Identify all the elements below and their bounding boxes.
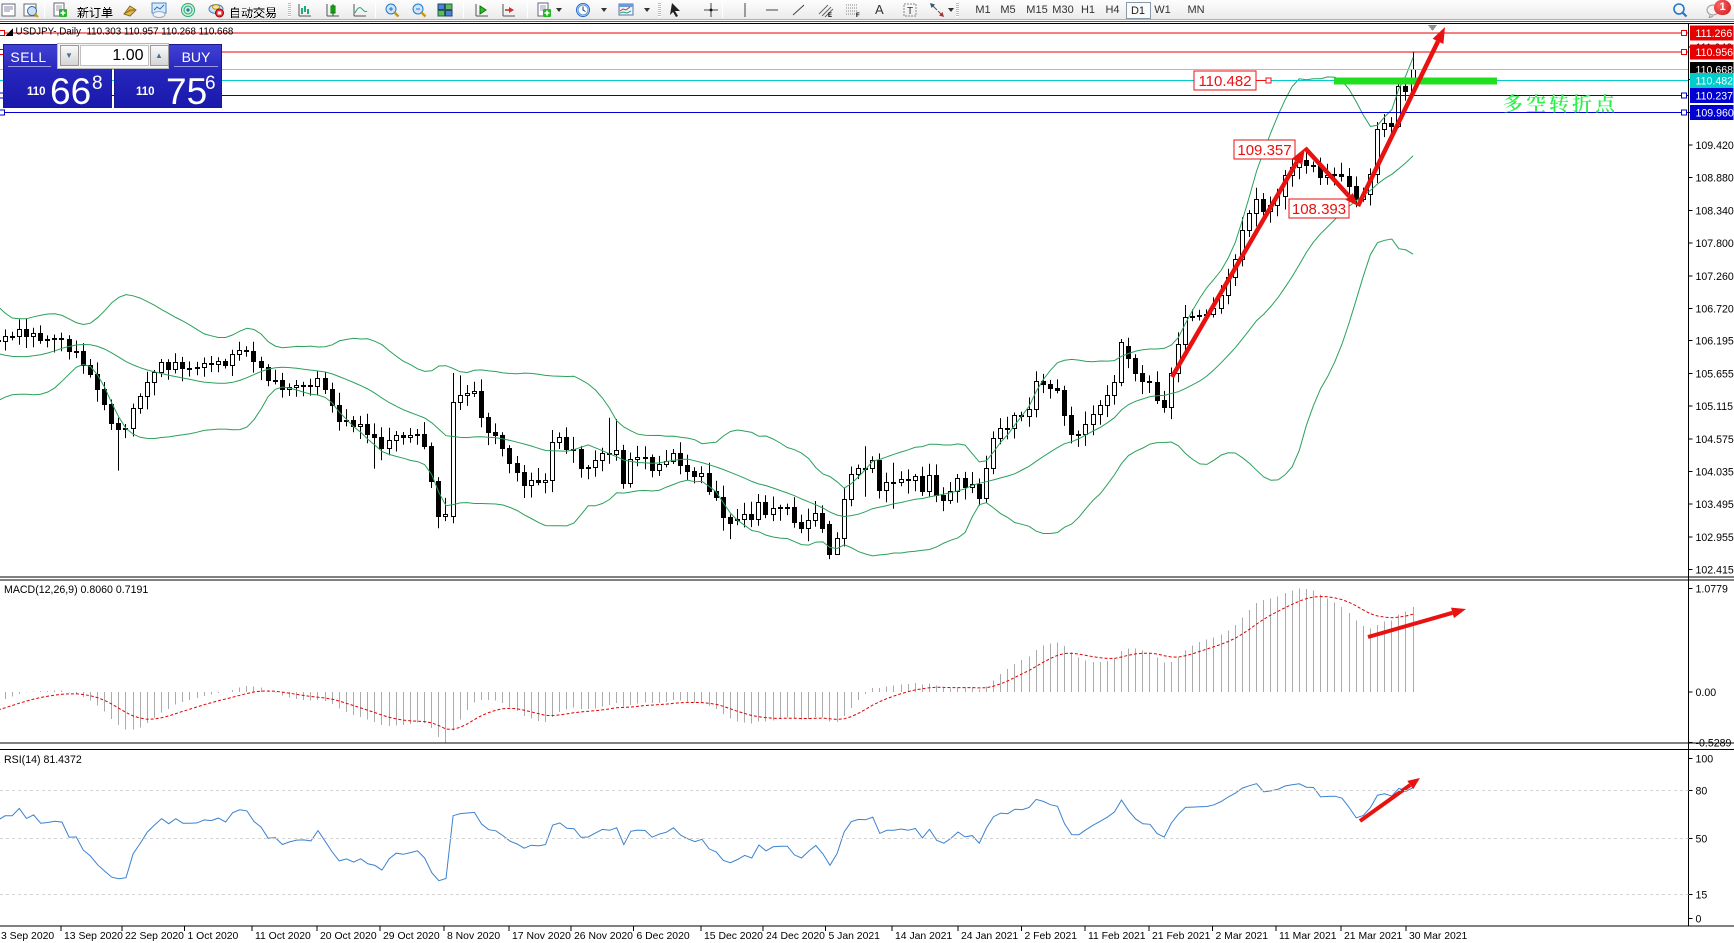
svg-text:MACD(12,26,9) 0.8060 0.7191: MACD(12,26,9) 0.8060 0.7191 [4, 584, 148, 596]
svg-text:11 Oct 2020: 11 Oct 2020 [255, 931, 311, 942]
svg-text:14 Jan 2021: 14 Jan 2021 [895, 931, 952, 942]
svg-text:50: 50 [1696, 834, 1708, 846]
svg-text:2 Mar 2021: 2 Mar 2021 [1216, 931, 1269, 942]
svg-text:106.720: 106.720 [1696, 304, 1734, 316]
svg-text:26 Nov 2020: 26 Nov 2020 [574, 931, 633, 942]
svg-text:110.482: 110.482 [1198, 73, 1251, 90]
svg-text:17 Nov 2020: 17 Nov 2020 [512, 931, 571, 942]
svg-text:20 Oct 2020: 20 Oct 2020 [320, 931, 377, 942]
svg-text:2 Feb 2021: 2 Feb 2021 [1025, 931, 1078, 942]
svg-text:RSI(14) 81.4372: RSI(14) 81.4372 [4, 754, 82, 766]
svg-text:111.266: 111.266 [1696, 28, 1733, 40]
svg-text:E: E [828, 13, 832, 18]
svg-text:109.420: 109.420 [1696, 140, 1734, 152]
svg-text:107.800: 107.800 [1696, 238, 1734, 250]
svg-text:107.260: 107.260 [1696, 271, 1734, 283]
svg-text:-0.5289: -0.5289 [1696, 738, 1732, 750]
svg-text:1 Oct 2020: 1 Oct 2020 [188, 931, 239, 942]
svg-text:29 Oct 2020: 29 Oct 2020 [383, 931, 440, 942]
svg-text:110.237: 110.237 [1696, 91, 1734, 103]
svg-text:108.340: 108.340 [1696, 206, 1734, 218]
svg-text:5 Jan 2021: 5 Jan 2021 [829, 931, 881, 942]
svg-text:104.035: 104.035 [1696, 467, 1734, 479]
svg-text:F: F [856, 13, 860, 18]
svg-text:22 Sep 2020: 22 Sep 2020 [125, 931, 184, 942]
svg-text:1.0779: 1.0779 [1696, 584, 1729, 596]
svg-text:15: 15 [1696, 890, 1708, 902]
svg-text:110.956: 110.956 [1696, 47, 1734, 59]
svg-text:15 Dec 2020: 15 Dec 2020 [704, 931, 763, 942]
svg-text:11 Mar 2021: 11 Mar 2021 [1279, 931, 1337, 942]
svg-text:11 Feb 2021: 11 Feb 2021 [1088, 931, 1146, 942]
svg-text:0: 0 [1696, 914, 1702, 926]
svg-text:108.393: 108.393 [1292, 201, 1346, 218]
svg-text:108.880: 108.880 [1696, 173, 1734, 185]
svg-text:24 Jan 2021: 24 Jan 2021 [961, 931, 1018, 942]
svg-text:6 Dec 2020: 6 Dec 2020 [637, 931, 690, 942]
svg-text:104.575: 104.575 [1696, 434, 1734, 446]
svg-text:0.00: 0.00 [1696, 687, 1717, 699]
svg-text:13 Sep 2020: 13 Sep 2020 [64, 931, 123, 942]
svg-text:102.955: 102.955 [1696, 532, 1734, 544]
svg-text:3 Sep 2020: 3 Sep 2020 [1, 931, 54, 942]
svg-text:110.482: 110.482 [1696, 76, 1734, 88]
svg-text:105.115: 105.115 [1696, 401, 1734, 413]
svg-text:USDJPY-,Daily 110.303 110.957: USDJPY-,Daily 110.303 110.957 110.268 11… [16, 27, 234, 38]
svg-text:109.357: 109.357 [1237, 142, 1291, 159]
svg-text:24 Dec 2020: 24 Dec 2020 [766, 931, 825, 942]
svg-text:109.960: 109.960 [1696, 107, 1734, 119]
svg-text:80: 80 [1696, 785, 1708, 797]
svg-text:105.655: 105.655 [1696, 368, 1734, 380]
svg-text:30 Mar 2021: 30 Mar 2021 [1409, 931, 1468, 942]
svg-text:100: 100 [1696, 753, 1714, 765]
svg-text:8 Nov 2020: 8 Nov 2020 [447, 931, 500, 942]
svg-text:106.195: 106.195 [1696, 336, 1734, 348]
svg-text:21 Mar 2021: 21 Mar 2021 [1344, 931, 1403, 942]
svg-text:102.415: 102.415 [1696, 565, 1734, 577]
svg-text:103.495: 103.495 [1696, 499, 1734, 511]
svg-text:21 Feb 2021: 21 Feb 2021 [1152, 931, 1211, 942]
svg-text:T: T [907, 6, 913, 17]
